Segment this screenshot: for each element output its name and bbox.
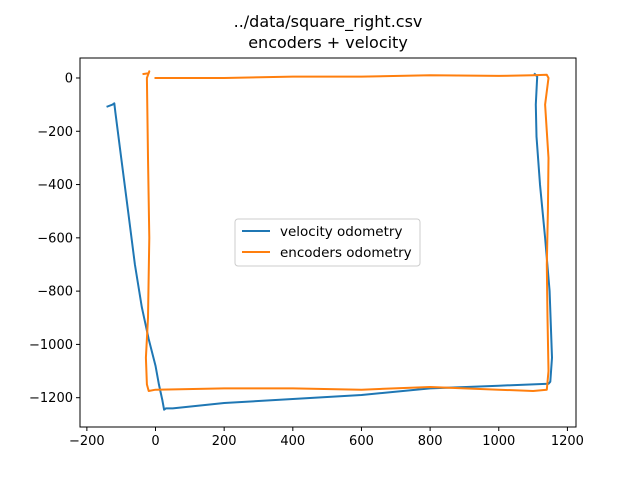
- legend-label-velocity: velocity odometry: [280, 224, 402, 240]
- y-tick-label: −1000: [29, 338, 73, 353]
- series-line-1: [142, 70, 550, 392]
- x-tick-label: 400: [280, 434, 305, 449]
- plot-frame: [79, 57, 577, 428]
- series-layer: [106, 70, 553, 411]
- legend: velocity odometry encoders odometry: [234, 218, 421, 267]
- x-tick-label: 800: [418, 434, 443, 449]
- chart-subtitle: encoders + velocity: [248, 33, 408, 52]
- x-tick-label: 1000: [482, 434, 515, 449]
- y-tick-label: −800: [37, 285, 73, 300]
- x-tick-label: 200: [212, 434, 237, 449]
- x-axis: −200 0 200 400 600 800 1000 1200: [69, 427, 584, 449]
- y-axis: 0 −200 −400 −600 −800 −1000 −1200: [29, 71, 80, 406]
- x-tick-label: 1200: [551, 434, 584, 449]
- y-tick-label: −400: [37, 178, 73, 193]
- x-tick-label: −200: [69, 434, 105, 449]
- y-tick-label: −200: [37, 125, 73, 140]
- chart-title: ../data/square_right.csv: [234, 12, 423, 32]
- y-tick-label: 0: [65, 71, 73, 86]
- legend-box: [234, 218, 421, 267]
- x-tick-label: 600: [349, 434, 374, 449]
- x-tick-label: 0: [151, 434, 159, 449]
- y-tick-label: −600: [37, 231, 73, 246]
- series-line-0: [106, 72, 553, 411]
- y-tick-label: −1200: [29, 391, 73, 406]
- legend-label-encoders: encoders odometry: [280, 245, 412, 261]
